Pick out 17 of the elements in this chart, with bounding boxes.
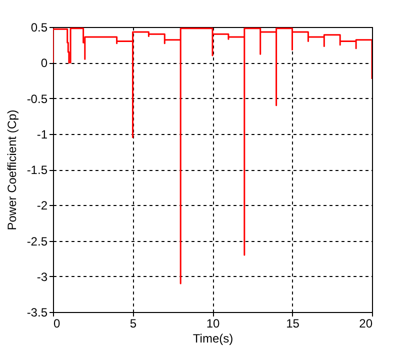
y-tick-label: -0.5 — [26, 92, 48, 106]
y-tick-label: -3.5 — [26, 306, 48, 320]
x-tick-label: 20 — [359, 316, 373, 330]
y-tick-label: -1.5 — [26, 163, 48, 177]
x-axis-title: Time(s) — [192, 332, 234, 346]
x-tick-label: 10 — [206, 316, 220, 330]
y-tick-label: -2 — [36, 198, 48, 213]
y-tick-label: 0 — [40, 56, 48, 70]
y-tick-label: -2.5 — [26, 234, 48, 248]
y-axis-title: Power Coefficient (Cp) — [4, 110, 19, 230]
y-tick-label: 0.5 — [30, 20, 48, 34]
x-tick-label: 15 — [286, 316, 300, 330]
x-tick-label: 5 — [130, 316, 137, 330]
x-tick-label: 0 — [54, 316, 60, 330]
y-tick-label: -1 — [36, 127, 48, 142]
y-tick-label: -3 — [36, 270, 48, 284]
line-series — [53, 28, 372, 284]
